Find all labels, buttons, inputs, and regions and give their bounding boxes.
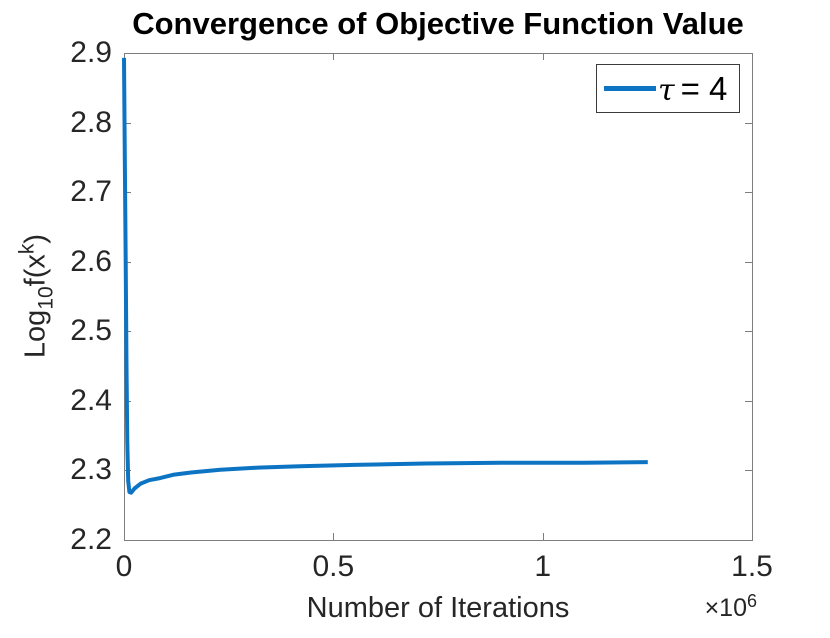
legend-tau-symbol: τ — [658, 72, 675, 108]
y-tick-label: 2.2 — [70, 523, 112, 556]
x-axis-multiplier-base: ×10 — [704, 594, 747, 622]
y-tick-label: 2.3 — [70, 453, 112, 487]
x-tick-label: 0.5 — [312, 550, 355, 583]
y-tick-label: 2.9 — [70, 36, 112, 69]
series-line — [122, 57, 648, 495]
y-tick-label: 2.6 — [70, 244, 112, 278]
legend-line-swatch — [604, 86, 656, 91]
x-tick-label: 0 — [115, 550, 133, 583]
x-axis-multiplier-exponent: 6 — [746, 591, 757, 611]
legend-entry-label: = 4 — [680, 69, 728, 107]
y-tick-label: 2.4 — [70, 383, 112, 417]
x-axis-multiplier: ×106 — [704, 591, 757, 623]
y-tick-label: 2.5 — [70, 314, 112, 348]
x-tick-label: 1.5 — [731, 550, 773, 583]
legend: τ = 4 — [596, 64, 740, 113]
chart-title: Convergence of Objective Function Value — [132, 6, 744, 41]
plot-box — [124, 53, 753, 541]
x-tick-label: 1 — [534, 550, 551, 583]
legend-entry: τ = 4 — [658, 70, 727, 108]
x-axis-label: Number of Iterations — [306, 592, 570, 624]
y-tick-label: 2.8 — [70, 105, 112, 139]
y-tick-label: 2.7 — [70, 175, 112, 209]
